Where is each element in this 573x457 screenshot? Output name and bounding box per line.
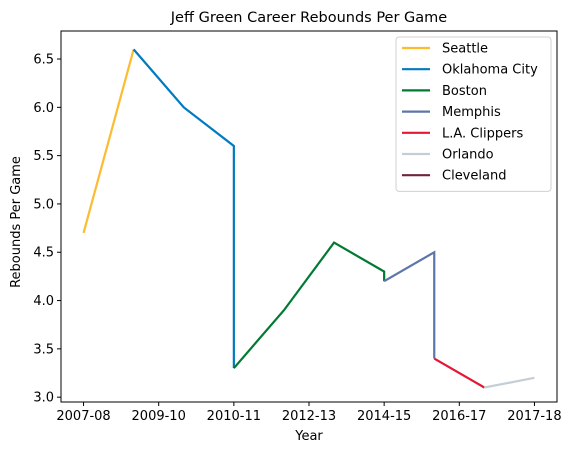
series-line-boston xyxy=(233,241,386,369)
x-tick-label: 2017-18 xyxy=(507,409,561,424)
y-tick-label: 3.0 xyxy=(33,391,54,406)
legend-label: Cleveland xyxy=(442,169,506,184)
x-tick-label: 2014-15 xyxy=(357,409,411,424)
axes-layer: 3.0 3.5 4.0 4.5 5.0 5.5 6.0 6.5 2007-08 2009-10 20… xyxy=(33,30,562,424)
series-line-memphis xyxy=(383,250,436,359)
legend-box xyxy=(395,36,552,192)
y-tick-label: 4.0 xyxy=(33,294,54,309)
x-tick-label: 2016-17 xyxy=(432,409,486,424)
x-tick-label: 2009-10 xyxy=(132,409,186,424)
legend-label: Orlando xyxy=(442,148,494,163)
y-tick-label: 3.5 xyxy=(33,342,54,357)
legend: Seattle Oklahoma City Boston Memphis L.A. Cl… xyxy=(395,36,552,192)
series-line-seattle xyxy=(82,49,135,234)
legend-label: Seattle xyxy=(442,42,488,57)
legend-label: Memphis xyxy=(442,105,501,120)
x-axis-label: Year xyxy=(294,429,323,444)
y-tick-label: 5.0 xyxy=(33,197,54,212)
x-tick-label: 2012-13 xyxy=(282,409,336,424)
series-line-orlando xyxy=(484,376,535,389)
y-axis-label: Rebounds Per Game xyxy=(9,156,24,288)
x-tick-label: 2007-08 xyxy=(56,409,110,424)
chart-title: Jeff Green Career Rebounds Per Game xyxy=(170,10,448,26)
series-line-l-a-clippers xyxy=(433,357,485,389)
x-tick-label: 2010-11 xyxy=(207,409,261,424)
y-tick-label: 5.5 xyxy=(33,149,54,164)
y-tick-label: 6.5 xyxy=(33,53,54,68)
y-tick-label: 6.0 xyxy=(33,101,54,116)
y-tick-label: 4.5 xyxy=(33,246,54,261)
series-layer xyxy=(82,48,535,389)
legend-label: Boston xyxy=(442,84,487,99)
legend-label: L.A. Clippers xyxy=(442,126,523,141)
series-line-oklahoma-city xyxy=(132,48,235,369)
legend-label: Oklahoma City xyxy=(442,63,538,78)
